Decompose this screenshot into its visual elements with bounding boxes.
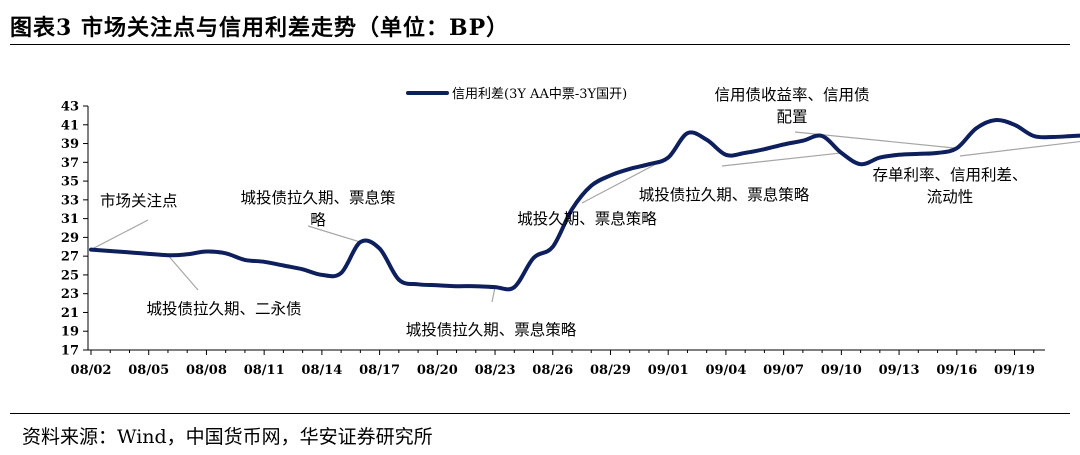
annotation-label: 城投债拉久期、票息策略	[406, 321, 577, 339]
annotation-leader-line	[959, 140, 1080, 157]
y-tick-label: 37	[61, 156, 79, 171]
annotation-leader-line	[307, 225, 361, 243]
annotation-label: 城投债拉久期、票息策略	[639, 186, 810, 204]
x-tick-label: 09/19	[994, 363, 1035, 378]
legend-label: 信用利差(3Y AA中票-3Y国开)	[452, 87, 627, 102]
annotation-label: 城投久期、票息策略	[517, 210, 657, 228]
x-tick-label: 09/16	[936, 363, 977, 378]
annotation-label: 存单利率、信用利差、流动性	[872, 166, 1027, 206]
annotation-label: 城投债拉久期、二永债	[146, 300, 301, 318]
x-tick-label: 08/23	[475, 363, 516, 378]
title-divider	[10, 44, 1070, 45]
annotation-leader-line	[167, 254, 199, 291]
x-tick-label: 08/11	[244, 363, 285, 378]
x-tick-label: 08/14	[301, 363, 342, 378]
x-tick-label: 09/13	[879, 363, 920, 378]
y-tick-label: 41	[61, 118, 79, 133]
annotation-leader-line	[721, 152, 842, 167]
x-tick-label: 09/10	[821, 363, 862, 378]
y-tick-label: 21	[61, 306, 79, 321]
annotation-leader-line	[581, 157, 669, 204]
annotation-leader-line	[491, 287, 496, 303]
x-tick-label: 08/02	[71, 363, 112, 378]
y-tick-label: 35	[61, 175, 79, 190]
y-tick-label: 29	[61, 231, 79, 246]
source-note: 资料来源：Wind，中国货币网，华安证券研究所	[22, 426, 433, 448]
x-tick-label: 08/08	[186, 363, 227, 378]
x-tick-label: 09/04	[705, 363, 746, 378]
source-divider	[10, 413, 1070, 414]
x-tick-label: 08/26	[532, 363, 573, 378]
y-tick-label: 39	[61, 137, 79, 152]
y-tick-label: 27	[61, 250, 79, 265]
y-tick-label: 43	[61, 100, 79, 115]
y-tick-label: 23	[61, 287, 79, 302]
x-tick-label: 08/29	[590, 363, 631, 378]
y-tick-label: 19	[61, 325, 79, 340]
y-tick-label: 33	[61, 193, 79, 208]
x-tick-label: 09/07	[763, 363, 804, 378]
annotation-label: 城投债拉久期、票息策略	[240, 189, 395, 229]
x-tick-label: 08/05	[128, 363, 169, 378]
chart-title: 图表3 市场关注点与信用利差走势（单位：BP）	[10, 15, 510, 41]
series-line	[89, 118, 1080, 292]
y-tick-label: 31	[61, 212, 79, 227]
x-tick-label: 09/01	[648, 363, 689, 378]
annotation-leader-line	[90, 219, 149, 251]
annotation-label: 信用债收益率、信用债配置	[714, 86, 869, 126]
x-tick-label: 08/20	[417, 363, 458, 378]
line-chart: 17 19 21 23 25 27 29 31 33 35 37 39 41 43 08/02 08/05 08…	[61, 86, 1080, 378]
y-tick-label: 17	[61, 344, 79, 359]
x-tick-label: 08/17	[359, 363, 400, 378]
annotation-label: 市场关注点	[100, 192, 178, 210]
y-tick-label: 25	[61, 268, 79, 283]
